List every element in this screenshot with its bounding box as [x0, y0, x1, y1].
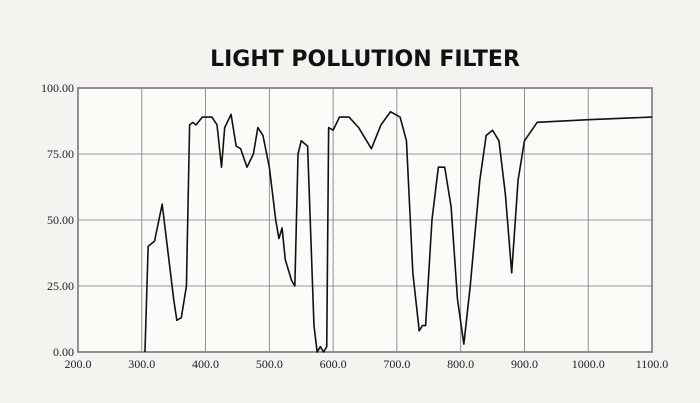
spectrum-line	[144, 110, 653, 353]
x-tick-label: 400.0	[192, 357, 219, 371]
y-tick-label: 25.00	[47, 279, 74, 293]
x-tick-label: 900.0	[511, 357, 538, 371]
x-tick-label: 600.0	[320, 357, 347, 371]
x-tick-label: 800.0	[447, 357, 474, 371]
y-tick-label: 50.00	[47, 213, 74, 227]
y-tick-label: 100.00	[41, 81, 74, 95]
x-tick-label: 300.0	[128, 357, 155, 371]
x-tick-label: 1100.0	[636, 357, 669, 371]
x-tick-label: 700.0	[383, 357, 410, 371]
x-tick-label: 200.0	[65, 357, 92, 371]
x-tick-label: 1000.0	[572, 357, 605, 371]
y-tick-label: 0.00	[53, 345, 74, 359]
chart-title: LIGHT POLLUTION FILTER	[210, 47, 520, 72]
x-tick-label: 500.0	[256, 357, 283, 371]
y-tick-label: 75.00	[47, 147, 74, 161]
